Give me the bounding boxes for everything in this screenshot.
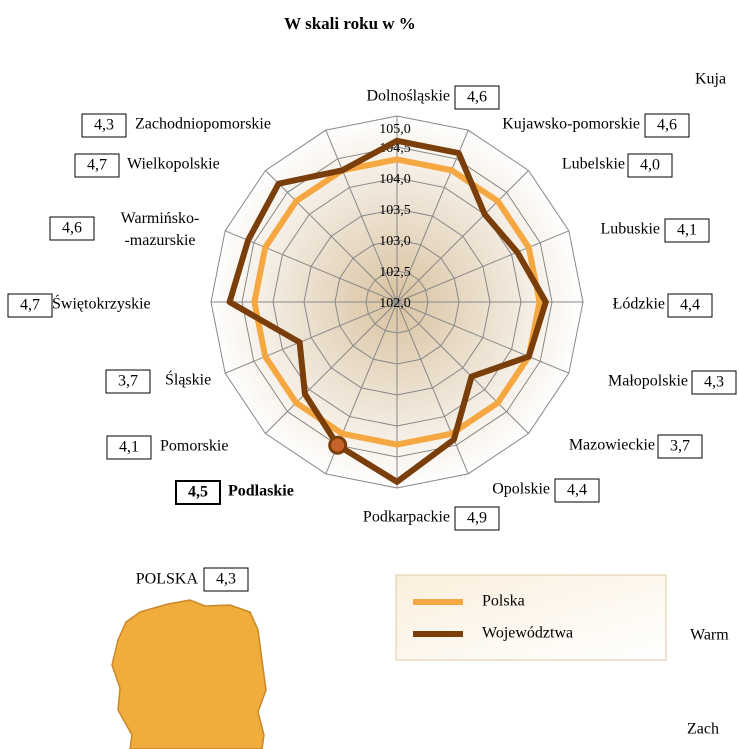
value-box [667,293,713,318]
legend-label: Polska [482,593,525,610]
spoke [325,129,398,303]
spoke [265,170,398,303]
legend-label: Województwa [482,625,573,642]
category-label: Mazowieckie [569,437,655,454]
value-box [664,218,710,243]
r-tick-label: 103,5 [379,203,411,218]
value-label: 4,5 [188,484,208,501]
value-box [203,567,249,592]
category-label: Małopolskie [608,373,688,390]
value-label: 4,6 [62,220,82,237]
value-label: 4,1 [677,222,697,239]
category-label: Warmińsko--mazurskie [121,210,200,249]
value-box [81,113,127,138]
r-tick-label: 102,0 [379,296,411,311]
category-label: Zachodniopomorskie [135,116,271,133]
value-label: 4,7 [87,157,107,174]
r-tick-label: 104,0 [379,172,411,187]
value-label: 4,6 [467,89,487,106]
cropped-label: Kuja [695,71,726,88]
spoke [396,170,529,303]
national-name: POLSKA [136,571,199,588]
category-label: Opolskie [492,481,550,498]
category-label: Pomorskie [160,438,228,455]
value-box [554,478,600,503]
value-box [175,480,221,505]
category-label: Śląskie [165,370,211,389]
spoke [224,230,398,303]
category-label: Kujawsko-pomorskie [502,116,640,133]
value-box [627,153,673,178]
value-label: 4,4 [680,297,700,314]
value-box [74,153,120,178]
value-box [105,369,151,394]
value-label: 3,7 [670,438,690,455]
value-label: 4,0 [640,157,660,174]
value-label: 4,7 [20,297,40,314]
value-label: 4,6 [657,117,677,134]
value-label: 4,3 [704,374,724,391]
r-tick-label: 102,5 [379,265,411,280]
value-box [7,293,53,318]
value-label: 3,7 [118,373,138,390]
spoke [265,301,398,434]
series-line [226,137,549,485]
series-line [251,156,543,448]
spoke [396,129,469,303]
value-box [644,113,690,138]
legend-box [395,574,667,661]
value-label: 4,1 [119,439,139,456]
value-box [454,506,500,531]
spoke [396,301,469,475]
spoke [396,301,570,374]
r-tick-label: 103,0 [379,234,411,249]
value-label: 4,3 [94,117,114,134]
spoke [224,301,398,374]
cropped-label: Zach [687,721,719,738]
spoke [396,230,570,303]
value-box [49,216,95,241]
national-value: 4,3 [216,571,236,588]
value-box [657,434,703,459]
spoke [396,301,529,434]
category-label: Dolnośląskie [366,88,450,105]
category-label: Wielkopolskie [127,156,220,173]
value-box [106,435,152,460]
category-label: Świętokrzyskie [52,294,151,313]
poland-map [111,599,267,749]
highlight-marker [328,435,348,455]
category-label: Lubelskie [562,156,625,173]
value-box [454,85,500,110]
category-label: Podlaskie [228,483,294,500]
value-label: 4,9 [467,510,487,527]
value-box [691,370,737,395]
category-label: Lubuskie [600,221,660,238]
value-label: 4,4 [567,482,587,499]
cropped-label: Warm [690,627,729,644]
r-tick-label: 105,0 [379,122,411,137]
chart-title: W skali roku w % [284,14,416,33]
category-label: Podkarpackie [363,509,450,526]
category-label: Łódzkie [613,296,665,313]
